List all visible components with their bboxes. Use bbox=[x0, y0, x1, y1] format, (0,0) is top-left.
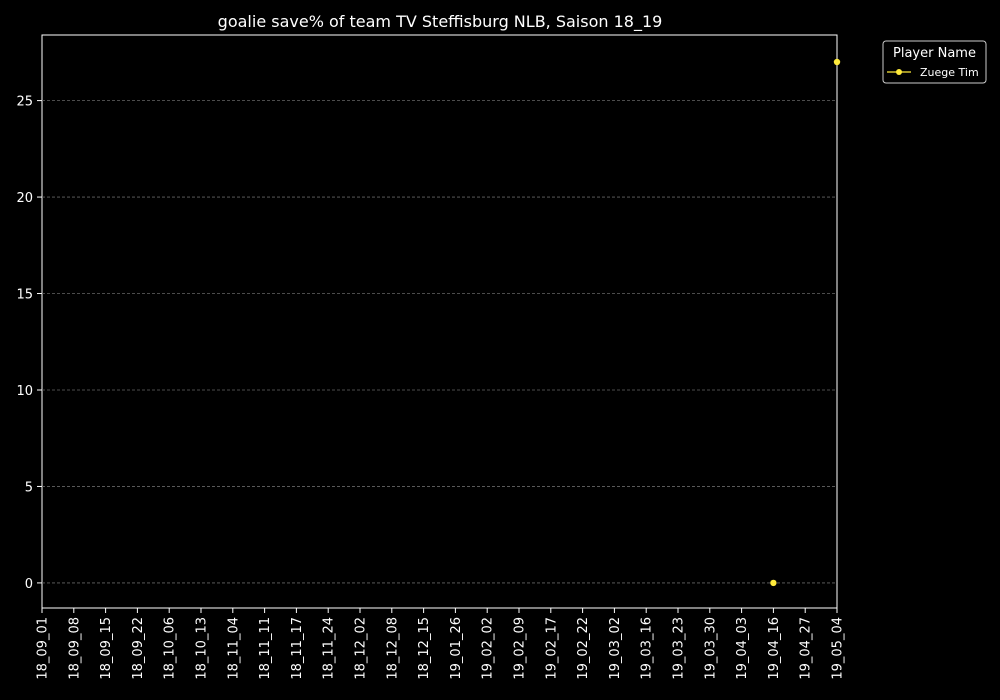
y-axis: 0 5 10 15 20 25 bbox=[16, 95, 42, 592]
y-tick-label: 20 bbox=[16, 191, 33, 206]
x-tick-label: 18_12_02 bbox=[354, 617, 369, 680]
legend-item-label: Zuege Tim bbox=[920, 66, 979, 79]
x-tick-label: 18_09_15 bbox=[99, 617, 114, 680]
x-tick-label: 19_01_26 bbox=[449, 617, 464, 680]
x-tick-label: 18_10_13 bbox=[195, 617, 210, 680]
x-tick-label: 18_09_22 bbox=[131, 617, 146, 680]
x-tick-label: 19_03_30 bbox=[703, 617, 718, 680]
x-tick-label: 19_02_22 bbox=[576, 617, 591, 680]
x-tick-label: 18_11_24 bbox=[322, 617, 337, 680]
x-tick-label: 19_02_17 bbox=[544, 617, 559, 680]
gridlines bbox=[42, 100, 837, 584]
x-tick-label: 19_03_16 bbox=[640, 617, 655, 680]
chart-title: goalie save% of team TV Steffisburg NLB,… bbox=[218, 12, 663, 32]
legend-title: Player Name bbox=[893, 46, 976, 61]
x-tick-label: 19_02_09 bbox=[513, 617, 528, 680]
y-tick-label: 5 bbox=[25, 480, 33, 495]
data-points bbox=[770, 58, 841, 587]
x-tick-label: 19_03_02 bbox=[608, 617, 623, 680]
x-tick-label: 19_04_27 bbox=[799, 617, 814, 680]
x-tick-label: 18_11_11 bbox=[258, 617, 273, 680]
y-tick-label: 15 bbox=[16, 288, 33, 303]
x-tick-label: 18_11_04 bbox=[226, 617, 241, 680]
x-axis: 18_09_01 18_09_08 18_09_15 18_09_22 18_10_06… bbox=[36, 608, 846, 680]
x-tick-label: 18_10_06 bbox=[163, 617, 178, 680]
plot-area bbox=[41, 34, 838, 609]
data-point bbox=[770, 579, 777, 587]
x-tick-label: 18_09_01 bbox=[36, 617, 51, 680]
legend[interactable]: Player Name Zuege Tim bbox=[882, 40, 987, 84]
x-tick-label: 18_12_08 bbox=[385, 617, 400, 680]
x-tick-label: 18_11_17 bbox=[290, 617, 305, 680]
x-tick-label: 19_05_04 bbox=[831, 617, 846, 680]
data-point bbox=[833, 58, 841, 66]
x-tick-label: 19_02_02 bbox=[481, 617, 496, 680]
x-tick-label: 19_04_03 bbox=[735, 617, 750, 680]
x-tick-label: 19_04_16 bbox=[767, 617, 782, 680]
y-tick-label: 25 bbox=[16, 95, 33, 110]
y-tick-label: 10 bbox=[16, 384, 33, 399]
x-tick-label: 19_03_23 bbox=[672, 617, 687, 680]
x-tick-label: 18_09_08 bbox=[67, 617, 82, 680]
x-tick-label: 18_12_15 bbox=[417, 617, 432, 680]
legend-entries: Zuege Tim bbox=[887, 66, 979, 79]
legend-marker bbox=[896, 69, 902, 75]
y-tick-label: 0 bbox=[25, 577, 33, 592]
